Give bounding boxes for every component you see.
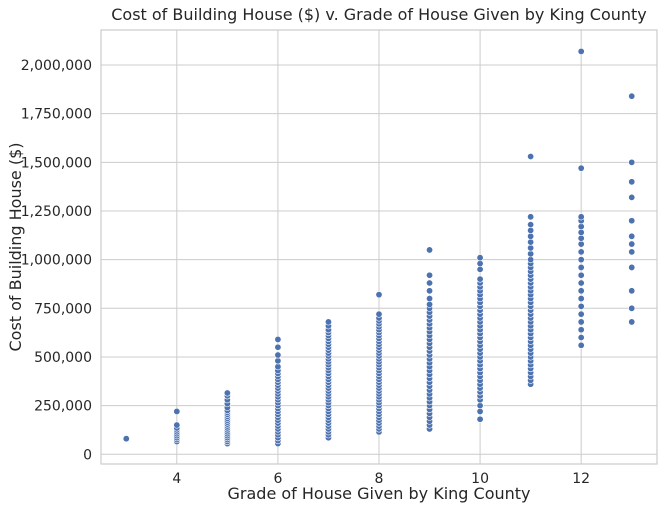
data-point [527, 256, 535, 264]
y-axis-label: Cost of Building House ($) [6, 142, 25, 351]
data-point [426, 246, 434, 254]
data-point [577, 271, 585, 279]
data-point [476, 415, 484, 423]
plot-area-frame [100, 29, 658, 465]
data-point [628, 232, 636, 240]
data-point [577, 295, 585, 303]
data-point [628, 287, 636, 295]
data-point [122, 435, 130, 443]
data-point [577, 228, 585, 236]
data-point [274, 363, 282, 371]
x-tick-label: 6 [273, 471, 282, 487]
data-point [274, 343, 282, 351]
data-point [476, 407, 484, 415]
data-point [577, 333, 585, 341]
data-point [527, 232, 535, 240]
y-tick-label: 1,000,000 [21, 253, 92, 269]
data-point [426, 295, 434, 303]
data-point [577, 164, 585, 172]
data-point [577, 256, 585, 264]
x-axis-label: Grade of House Given by King County [228, 484, 531, 503]
y-tick-label: 750,000 [34, 301, 92, 317]
data-point [527, 153, 535, 161]
data-point [628, 92, 636, 100]
data-point [577, 279, 585, 287]
y-tick-label: 1,250,000 [21, 204, 92, 220]
data-point [577, 341, 585, 349]
data-point [426, 287, 434, 295]
data-point [628, 178, 636, 186]
data-point [577, 213, 585, 221]
x-axis-ticks: 4 6 8 10 12 [172, 471, 590, 487]
data-point [527, 226, 535, 234]
data-point [577, 234, 585, 242]
data-point [426, 271, 434, 279]
data-point [577, 287, 585, 295]
data-point [426, 279, 434, 287]
data-point [324, 318, 332, 326]
data-point [476, 265, 484, 273]
chart-title: Cost of Building House ($) v. Grade of H… [111, 5, 647, 24]
data-point [527, 250, 535, 258]
data-point [476, 275, 484, 283]
data-point [577, 263, 585, 271]
data-point [577, 240, 585, 248]
data-point [628, 217, 636, 225]
data-point [375, 291, 383, 299]
data-point [527, 244, 535, 252]
data-point [577, 47, 585, 55]
data-point [274, 351, 282, 359]
data-point [173, 407, 181, 415]
data-point [628, 248, 636, 256]
data-point [628, 193, 636, 201]
y-axis-ticks: 0 250,000 500,000 750,000 1,000,000 1,250,000… [21, 58, 92, 463]
data-point [628, 158, 636, 166]
data-point [577, 310, 585, 318]
data-point [527, 213, 535, 221]
x-tick-label: 12 [572, 471, 590, 487]
data-point [527, 221, 535, 229]
x-tick-label: 10 [471, 471, 489, 487]
y-tick-label: 2,000,000 [21, 58, 92, 74]
data-point [628, 318, 636, 326]
x-tick-label: 4 [172, 471, 181, 487]
data-point [577, 223, 585, 231]
y-tick-label: 1,500,000 [21, 155, 92, 171]
y-tick-label: 0 [83, 447, 92, 463]
y-tick-label: 1,750,000 [21, 107, 92, 123]
data-point [628, 240, 636, 248]
data-points [122, 47, 636, 448]
y-tick-label: 500,000 [34, 350, 92, 366]
y-tick-label: 250,000 [34, 399, 92, 415]
data-point [527, 238, 535, 246]
data-point [577, 248, 585, 256]
data-point [274, 335, 282, 343]
data-point [577, 318, 585, 326]
data-point [476, 260, 484, 268]
x-tick-label: 8 [375, 471, 384, 487]
data-point [628, 263, 636, 271]
data-point [426, 300, 434, 308]
data-point [223, 389, 231, 397]
data-point [476, 254, 484, 262]
data-point [476, 402, 484, 410]
data-point [577, 326, 585, 334]
data-point [375, 310, 383, 318]
data-point [173, 421, 181, 429]
data-point [628, 304, 636, 312]
data-point [274, 357, 282, 365]
data-point [577, 302, 585, 310]
